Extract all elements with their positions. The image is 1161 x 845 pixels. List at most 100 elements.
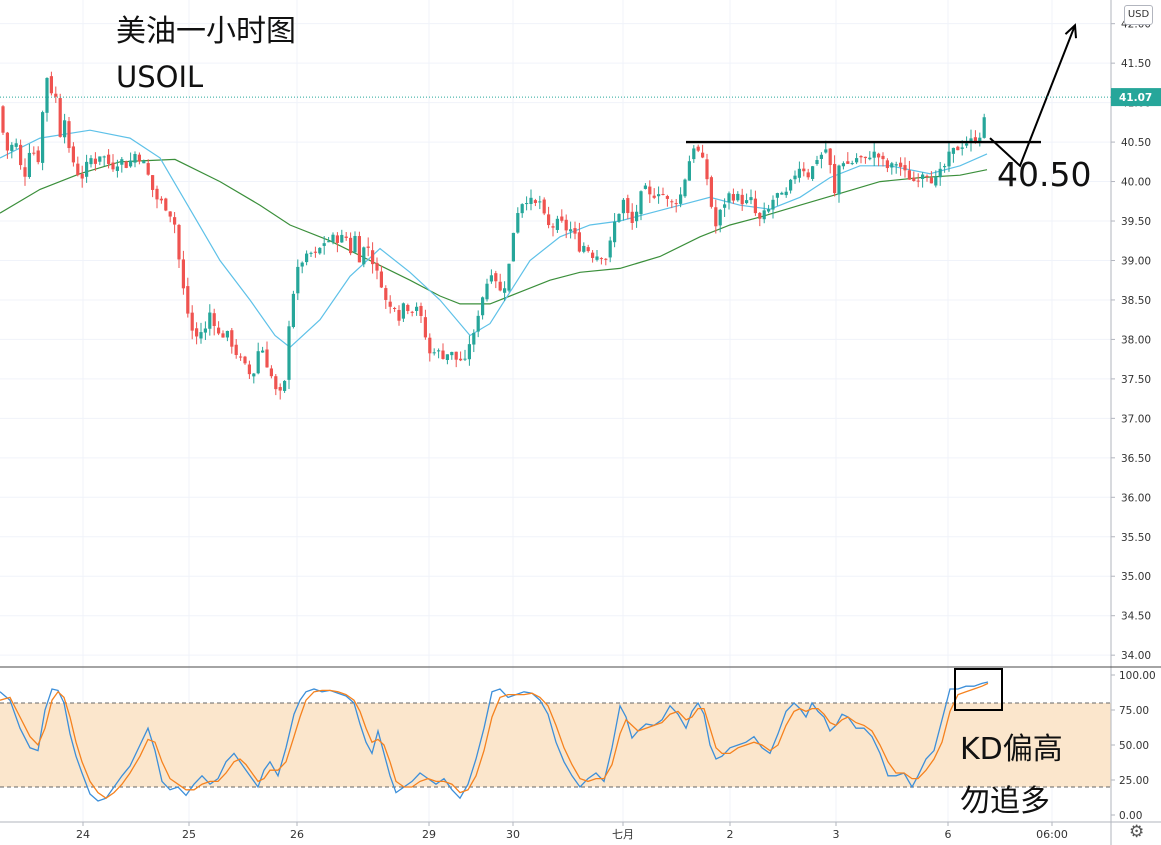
kd-tick-label: 75.00 (1119, 705, 1149, 717)
level-annotation: 40.50 (997, 155, 1092, 194)
candle-body (907, 170, 911, 180)
time-tick-label: 29 (422, 828, 436, 841)
candle-body (89, 158, 93, 165)
candle-body (173, 217, 177, 225)
candle-body (71, 146, 75, 163)
candle-body (850, 163, 854, 165)
candle-body (467, 344, 471, 360)
candle-body (124, 161, 128, 168)
kd-note-line1: KD偏高 (960, 732, 1063, 767)
candle-body (758, 212, 762, 219)
candle-body (137, 154, 141, 162)
candle-body (362, 247, 366, 265)
candle-body (80, 173, 84, 179)
price-tick-label: 37.00 (1121, 413, 1151, 425)
candle-body (5, 132, 9, 151)
candle-body (894, 164, 898, 166)
candle-body (868, 157, 872, 160)
candle-body (93, 158, 97, 164)
candle-body (965, 143, 969, 146)
candle-body (969, 138, 973, 143)
time-tick-label: 2 (727, 828, 734, 841)
candle-body (265, 349, 269, 368)
candle-body (555, 218, 559, 230)
candle-body (973, 137, 977, 142)
price-tick-label: 38.50 (1121, 295, 1151, 307)
candle-body (450, 351, 454, 356)
candle-body (819, 154, 823, 159)
candle-body (525, 203, 529, 205)
trend-arrow-head (1064, 23, 1077, 39)
candle-body (331, 234, 335, 242)
candle-body (283, 380, 287, 391)
candle-body (560, 216, 564, 221)
candle-body (63, 120, 67, 138)
candle-body (921, 174, 925, 179)
candle-body (833, 163, 837, 194)
candle-body (613, 221, 617, 243)
candle-body (401, 303, 405, 319)
candle-body (604, 258, 608, 260)
candle-body (54, 93, 58, 97)
candle-body (41, 112, 45, 163)
candle-body (639, 191, 643, 215)
candle-body (195, 328, 199, 337)
candle-body (379, 271, 383, 288)
last-price-label: 41.07 (1119, 92, 1152, 104)
candle-body (85, 161, 89, 177)
candle-body (806, 172, 810, 178)
candle-body (19, 144, 23, 166)
candle-body (164, 198, 168, 211)
candle-body (643, 185, 647, 189)
candle-body (934, 176, 938, 186)
candle-body (441, 350, 445, 359)
candle-body (129, 160, 133, 167)
candle-body (899, 162, 903, 167)
candle-body (503, 288, 507, 293)
candle-body (577, 232, 581, 252)
time-tick-label: 七月 (612, 828, 634, 841)
candle-body (177, 224, 181, 260)
chart-title-annotation: 美油一小时图 (116, 14, 296, 49)
candle-body (635, 211, 639, 222)
candle-body (269, 368, 273, 377)
price-tick-label: 38.00 (1121, 334, 1151, 346)
candle-body (203, 328, 207, 333)
candle-body (291, 293, 295, 328)
candle-body (903, 165, 907, 171)
candle-body (617, 213, 621, 222)
candle-body (846, 161, 850, 164)
candle-body (476, 315, 480, 332)
candle-body (529, 197, 533, 204)
price-tick-label: 36.50 (1121, 453, 1151, 465)
drawn-annotations[interactable] (686, 23, 1077, 711)
candle-body (111, 162, 115, 170)
candle-body (199, 332, 203, 339)
candle-body (300, 262, 304, 267)
price-tick-label: 34.50 (1121, 611, 1151, 623)
candle-body (463, 358, 467, 360)
candle-body (1, 106, 5, 133)
candle-body (256, 351, 260, 374)
candle-body (217, 327, 221, 334)
candle-body (445, 354, 449, 360)
candle-body (956, 146, 960, 151)
candle-body (133, 153, 137, 163)
currency-badge[interactable]: USD (1124, 5, 1153, 25)
candle-body (296, 266, 300, 294)
candlestick-series (1, 71, 986, 400)
symbol-annotation: USOIL (116, 60, 204, 94)
candle-body (960, 147, 964, 149)
kd-tick-label: 50.00 (1119, 740, 1149, 752)
candle-body (925, 175, 929, 177)
candle-body (274, 376, 278, 390)
gear-icon[interactable]: ⚙ (1129, 822, 1145, 842)
candle-body (516, 213, 520, 233)
candle-body (789, 179, 793, 191)
candle-body (428, 337, 432, 354)
time-tick-label: 6 (945, 828, 952, 841)
candle-body (538, 201, 542, 203)
candle-body (287, 326, 291, 380)
candle-body (705, 159, 709, 180)
candle-body (335, 235, 339, 243)
